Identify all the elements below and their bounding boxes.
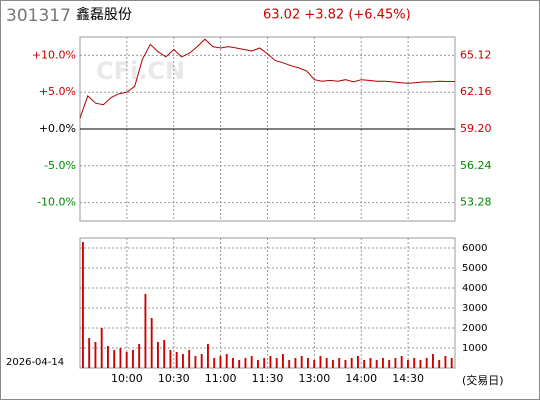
volume-bar [157, 342, 159, 368]
volume-bar [375, 360, 378, 368]
volume-bar [313, 360, 316, 368]
volume-bar [238, 360, 241, 368]
volume-bar [144, 294, 147, 368]
volume-bar [263, 358, 266, 368]
volume-bar [338, 358, 341, 368]
volume-bar [163, 340, 166, 368]
volume-bar [288, 360, 291, 368]
volume-bar [400, 356, 403, 368]
x-tick-label: 13:00 [299, 372, 331, 385]
volume-bar [325, 358, 328, 368]
volume-bar [100, 328, 103, 368]
volume-bar [319, 356, 322, 368]
volume-bar [413, 358, 416, 368]
volume-bar [450, 358, 453, 368]
y-tick-label: 3000 [462, 303, 487, 314]
volume-bar [269, 356, 272, 368]
x-tick-label: 10:30 [158, 372, 190, 385]
volume-bar [419, 360, 422, 368]
y2-tick-label: 65.12 [460, 48, 492, 61]
volume-bar [388, 360, 391, 368]
price-summary: 63.02 +3.82 (+6.45%) [263, 8, 411, 23]
volume-bar [363, 360, 366, 368]
volume-bar [82, 242, 84, 368]
y-tick-label: +10.0% [32, 48, 76, 61]
x-tick-label: 14:30 [392, 372, 424, 385]
x-tick-label: 11:30 [252, 372, 284, 385]
volume-bar [113, 350, 116, 368]
volume-bar [225, 354, 228, 368]
price-line [79, 38, 455, 119]
y-tick-label: +5.0% [39, 85, 76, 98]
date-label: 2026-04-14 [6, 357, 64, 368]
volume-bar [344, 360, 347, 368]
volume-bar [250, 356, 253, 368]
volume-bar [200, 354, 203, 368]
y2-tick-label: 59.20 [460, 122, 492, 135]
volume-bar [432, 354, 434, 368]
y-tick-label: 2000 [462, 323, 487, 334]
volume-bar [207, 344, 209, 368]
x-tick-label: 14:00 [345, 372, 377, 385]
watermark: CFi.CN [96, 57, 185, 85]
volume-bar [407, 360, 409, 368]
volume-bar [425, 358, 428, 368]
volume-bar [257, 360, 259, 368]
y-tick-label: 6000 [462, 243, 487, 254]
volume-bar [88, 338, 91, 368]
y-tick-label: 4000 [462, 283, 487, 294]
x-axis-label: (交易日) [462, 373, 504, 387]
volume-bar [369, 358, 372, 368]
volume-bar [94, 342, 97, 368]
volume-bar [182, 354, 184, 368]
volume-bar [394, 358, 397, 368]
volume-bar [194, 356, 197, 368]
volume-bar [188, 350, 191, 368]
volume-bar [107, 346, 109, 368]
volume-bar [300, 356, 303, 368]
volume-bar [169, 350, 172, 368]
volume-bar [307, 358, 309, 368]
volume-bar [275, 358, 278, 368]
y2-tick-label: 53.28 [460, 196, 492, 209]
volume-bar [444, 356, 447, 368]
volume-bar [244, 358, 247, 368]
volume-bar [350, 358, 353, 368]
volume-bar [219, 356, 222, 368]
volume-bar [232, 358, 234, 368]
volume-bar [332, 360, 334, 368]
y-tick-label: -10.0% [37, 196, 76, 209]
y-tick-label: 5000 [462, 263, 487, 274]
volume-bar [294, 358, 297, 368]
volume-bar [132, 350, 134, 368]
y-tick-label: -5.0% [44, 159, 76, 172]
volume-bar [138, 344, 141, 368]
y-tick-label: 1000 [462, 343, 487, 354]
x-tick-label: 10:00 [111, 372, 143, 385]
volume-bar [175, 352, 178, 368]
volume-bar [282, 354, 284, 368]
chart-title: 鑫磊股份 [76, 6, 132, 23]
volume-bar [213, 358, 216, 368]
stock-code: 301317 [6, 6, 71, 26]
volume-bar [438, 360, 441, 368]
y2-tick-label: 62.16 [460, 85, 492, 98]
volume-bar [382, 358, 384, 368]
volume-bar [119, 348, 122, 368]
y-tick-label: +0.0% [39, 122, 76, 135]
x-tick-label: 11:00 [205, 372, 237, 385]
volume-bar [357, 356, 359, 368]
y2-tick-label: 56.24 [460, 159, 492, 172]
volume-bar [125, 352, 128, 368]
volume-bar [150, 318, 153, 368]
